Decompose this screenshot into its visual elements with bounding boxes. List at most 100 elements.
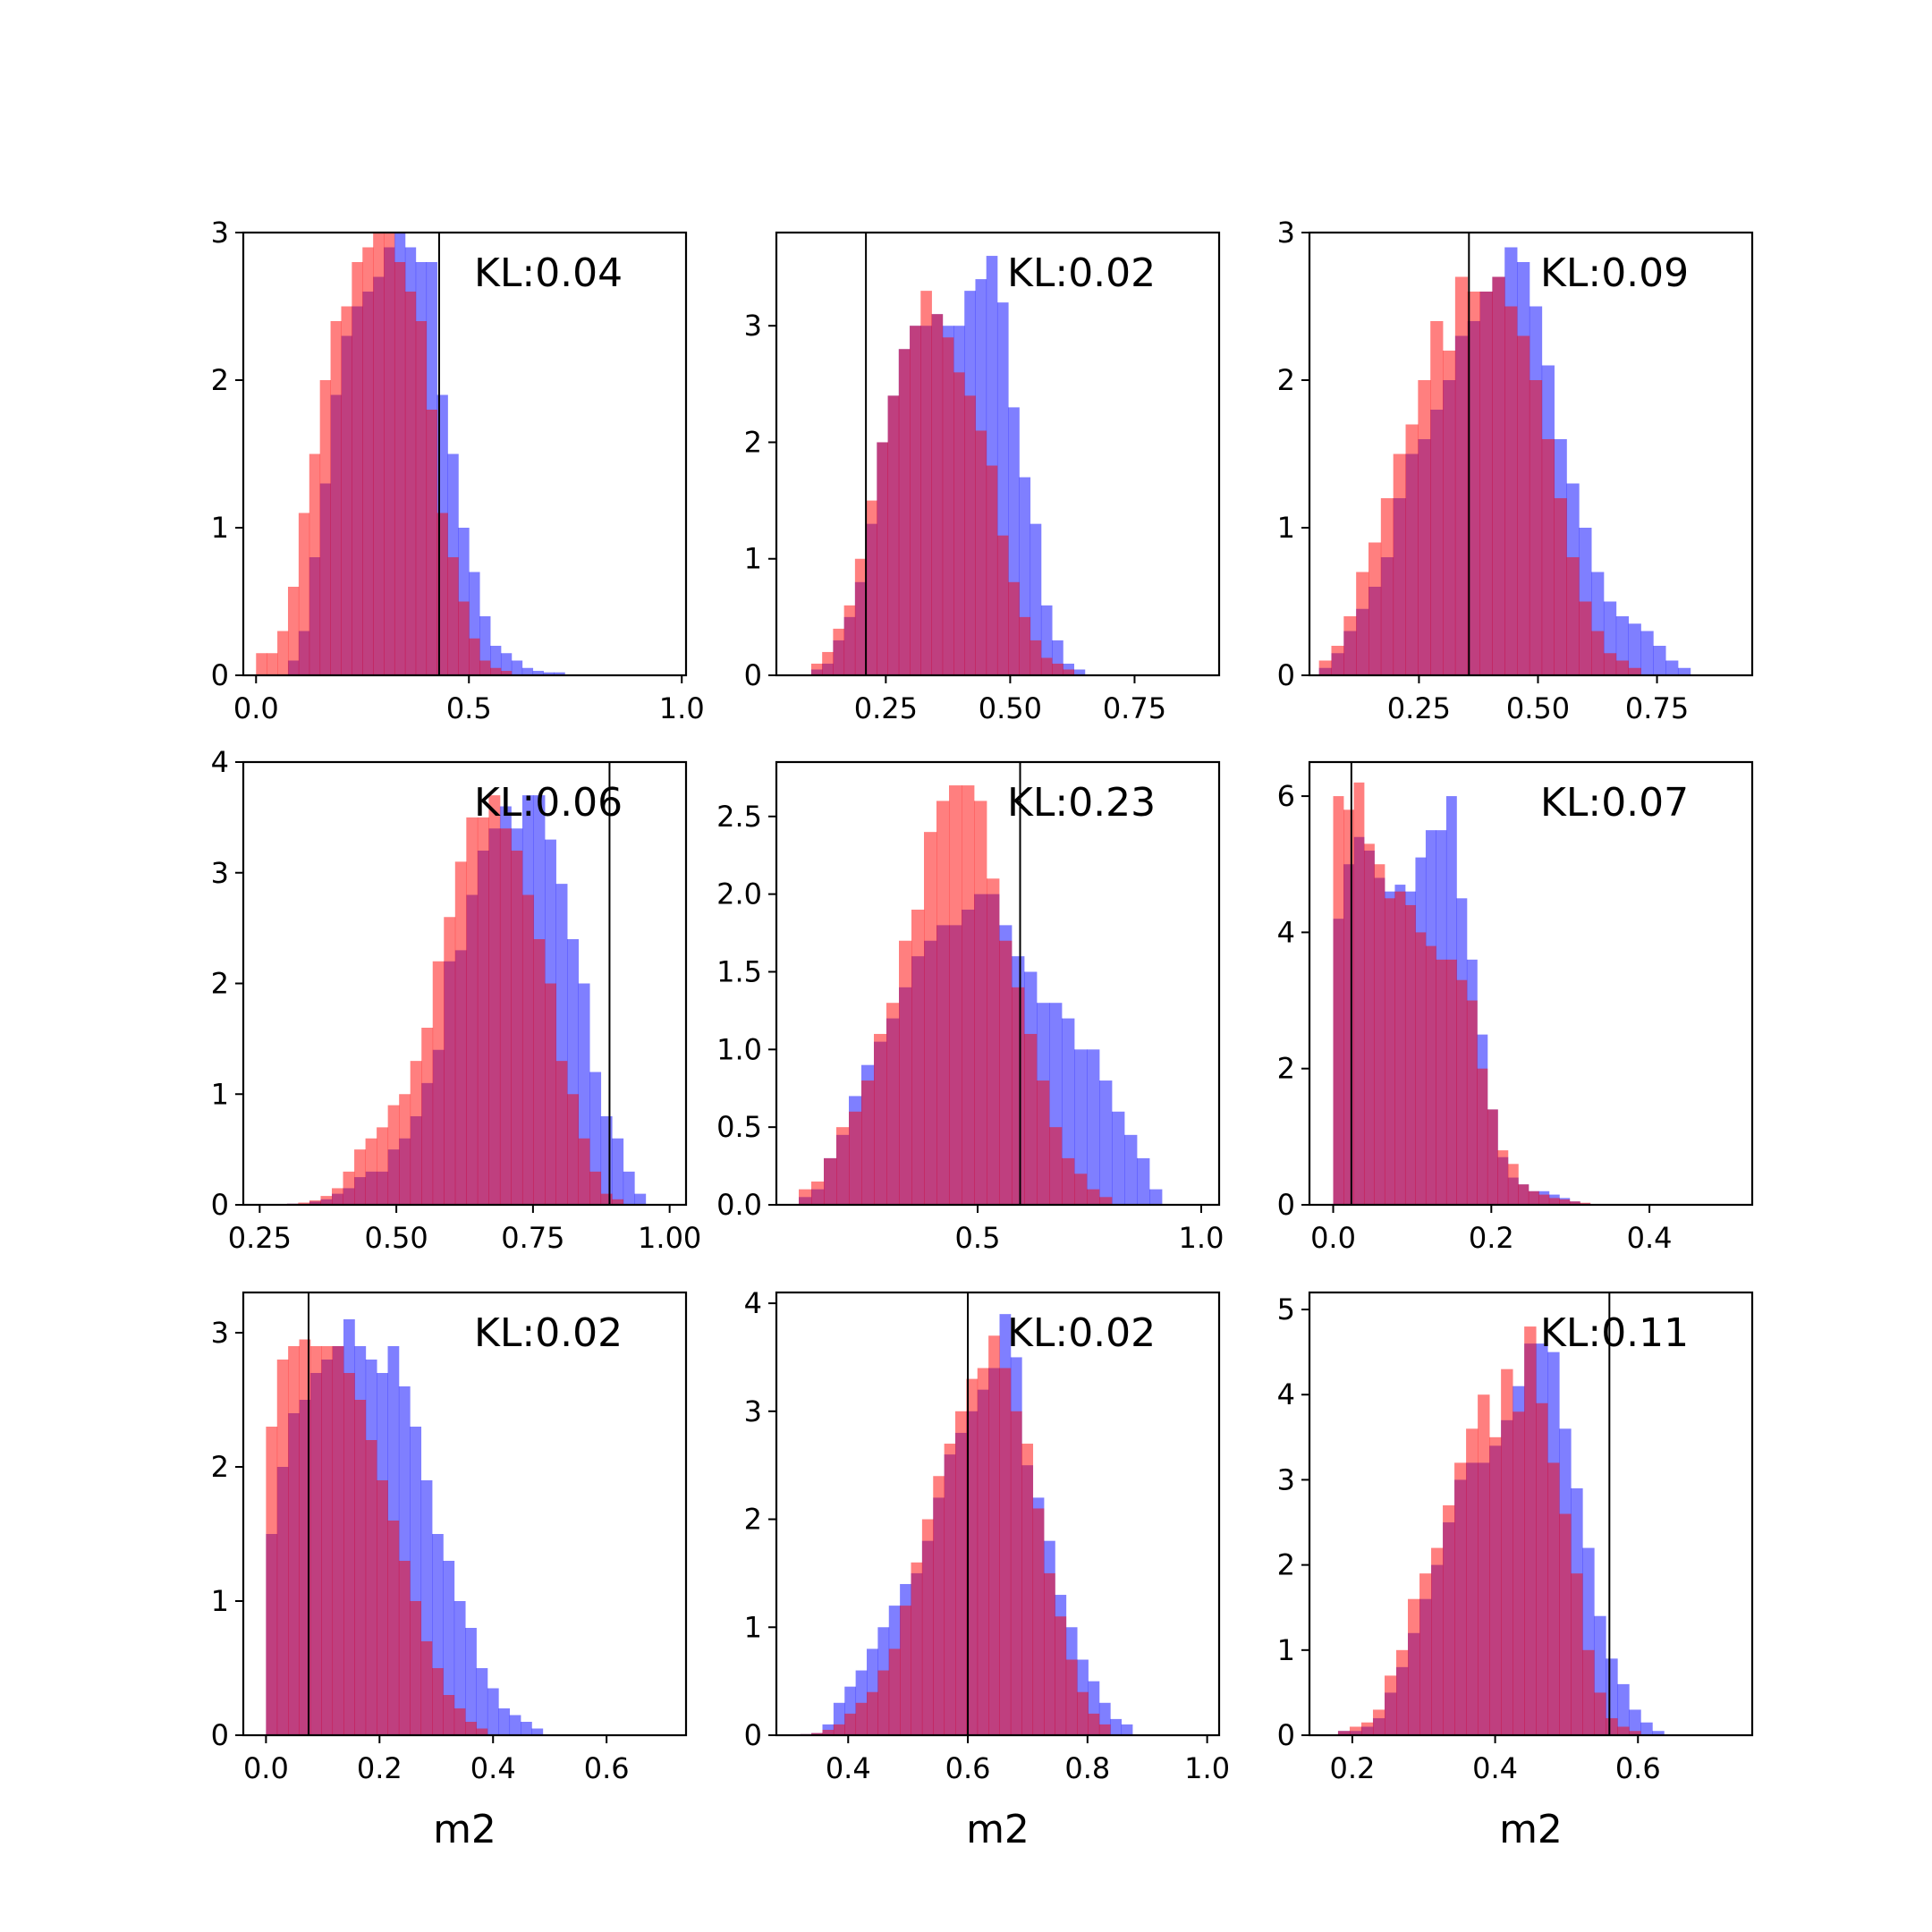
x-tick-label: 0.0 — [233, 691, 279, 725]
plot-area — [1318, 247, 1691, 675]
plot-area — [256, 233, 565, 675]
y-tick-label: 3 — [211, 1316, 229, 1350]
histogram-bar — [1396, 1649, 1409, 1735]
histogram-bar — [1467, 292, 1480, 675]
histogram-bar — [498, 1708, 511, 1735]
histogram-bar — [877, 1670, 890, 1735]
histogram-panel-3: 0.25 0.50 0.75 0 1 2 3 KL:0.09 — [1277, 216, 1754, 725]
histogram-bar — [1606, 1717, 1618, 1735]
x-axis-label: m2 — [966, 1807, 1030, 1852]
histogram-bar — [822, 651, 834, 675]
histogram-bar — [1594, 1692, 1606, 1735]
y-tick-label: 0 — [211, 1188, 229, 1222]
histogram-bar — [410, 1061, 422, 1205]
histogram-bar — [589, 1171, 602, 1205]
x-tick-label: 0.0 — [1310, 1221, 1356, 1255]
histogram-bar — [1454, 1462, 1467, 1735]
panel-frame — [1308, 231, 1754, 677]
histogram-panel-6: 0.0 0.2 0.4 0 2 4 6 KL:0.07 — [1277, 760, 1754, 1255]
histogram-bar — [1008, 581, 1020, 675]
histogram-bar — [309, 453, 321, 675]
y-tick-label: 1 — [211, 1077, 229, 1111]
histogram-bar — [288, 1346, 300, 1735]
histogram-bar — [1010, 1411, 1022, 1735]
histogram-panel-1: 0.0 0.5 1.0 0 1 2 3 KL:0.04 — [211, 216, 705, 725]
histogram-bar — [1065, 1659, 1078, 1735]
histogram-bar — [545, 983, 556, 1205]
y-tick-label: 1 — [211, 1584, 229, 1618]
histogram-bar — [1112, 1111, 1125, 1205]
histogram-bar — [477, 817, 489, 1205]
x-tick-label: 0.50 — [364, 1221, 428, 1255]
y-tick-label: 2 — [211, 363, 229, 397]
histogram-bar — [799, 1189, 812, 1205]
histogram-bar — [1077, 1691, 1089, 1735]
histogram-bar — [319, 380, 331, 675]
histogram-bar — [1384, 898, 1395, 1205]
histogram-bar — [887, 395, 900, 675]
histogram-bar — [387, 1105, 400, 1205]
histogram-bar — [1456, 979, 1468, 1205]
y-tick-label: 3 — [744, 309, 762, 343]
histogram-bar — [900, 1606, 911, 1735]
histogram-bar — [377, 1127, 389, 1205]
y-tick-label: 0 — [1277, 658, 1295, 692]
histogram-bar — [898, 349, 911, 675]
histogram-bar — [343, 1373, 355, 1735]
series-red — [800, 1335, 1111, 1735]
histogram-bar — [330, 321, 342, 675]
histogram-bar — [453, 1601, 466, 1735]
histogram-bar — [1528, 1191, 1539, 1205]
histogram-bar — [298, 1202, 310, 1205]
histogram-bar — [936, 801, 950, 1205]
histogram-bar — [267, 653, 278, 675]
histogram-bar — [867, 1691, 878, 1735]
panel-frame — [242, 231, 688, 677]
histogram-bar — [1628, 623, 1641, 675]
y-tick-label: 2 — [211, 1450, 229, 1484]
y-tick-label: 2.5 — [716, 800, 762, 834]
y-tick-label: 3 — [1277, 216, 1295, 250]
histogram-bar — [1425, 945, 1436, 1205]
histogram-bar — [600, 1193, 613, 1205]
histogram-bar — [1021, 1444, 1034, 1735]
x-tick-label: 0.2 — [357, 1751, 402, 1785]
histogram-bar — [1559, 1513, 1572, 1735]
histogram-bar — [1582, 1649, 1595, 1735]
histogram-bar — [861, 1080, 875, 1205]
y-tick-label: 1 — [744, 542, 762, 576]
histogram-bar — [298, 513, 310, 675]
histogram-bar — [1478, 1394, 1490, 1735]
histogram-bar — [1137, 1157, 1150, 1205]
histogram-bar — [256, 653, 267, 675]
histogram-bar — [1318, 660, 1332, 675]
histogram-bar — [1454, 276, 1469, 675]
histogram-bar — [394, 262, 406, 675]
histogram-bar — [1571, 1573, 1583, 1735]
histogram-bar — [833, 1724, 845, 1735]
x-tick-label: 0.75 — [1103, 691, 1166, 725]
y-tick-label: 2.0 — [716, 877, 762, 911]
panel-frame — [775, 1291, 1221, 1737]
histogram-bar — [1566, 557, 1580, 675]
plot-area — [810, 256, 1086, 675]
y-tick-label: 0.5 — [716, 1110, 762, 1144]
histogram-bar — [1640, 1722, 1653, 1735]
histogram-bar — [1548, 1198, 1560, 1205]
histogram-bar — [811, 1733, 823, 1735]
x-tick-label: 0.50 — [979, 691, 1042, 725]
histogram-bar — [833, 628, 845, 675]
histogram-bar — [1149, 1189, 1163, 1205]
panel-frame — [1308, 760, 1754, 1207]
histogram-bar — [1368, 542, 1382, 675]
y-tick-label: 0 — [744, 1718, 762, 1752]
histogram-bar — [410, 1601, 422, 1735]
histogram-bar — [1099, 1197, 1113, 1205]
histogram-bar — [1536, 1402, 1548, 1735]
histogram-bar — [1504, 306, 1518, 675]
histogram-bar — [1615, 660, 1630, 675]
histogram-bar — [415, 321, 428, 675]
histogram-bar — [1087, 1049, 1100, 1205]
histogram-bar — [533, 939, 546, 1205]
kl-annotation: KL:0.09 — [1540, 250, 1689, 296]
